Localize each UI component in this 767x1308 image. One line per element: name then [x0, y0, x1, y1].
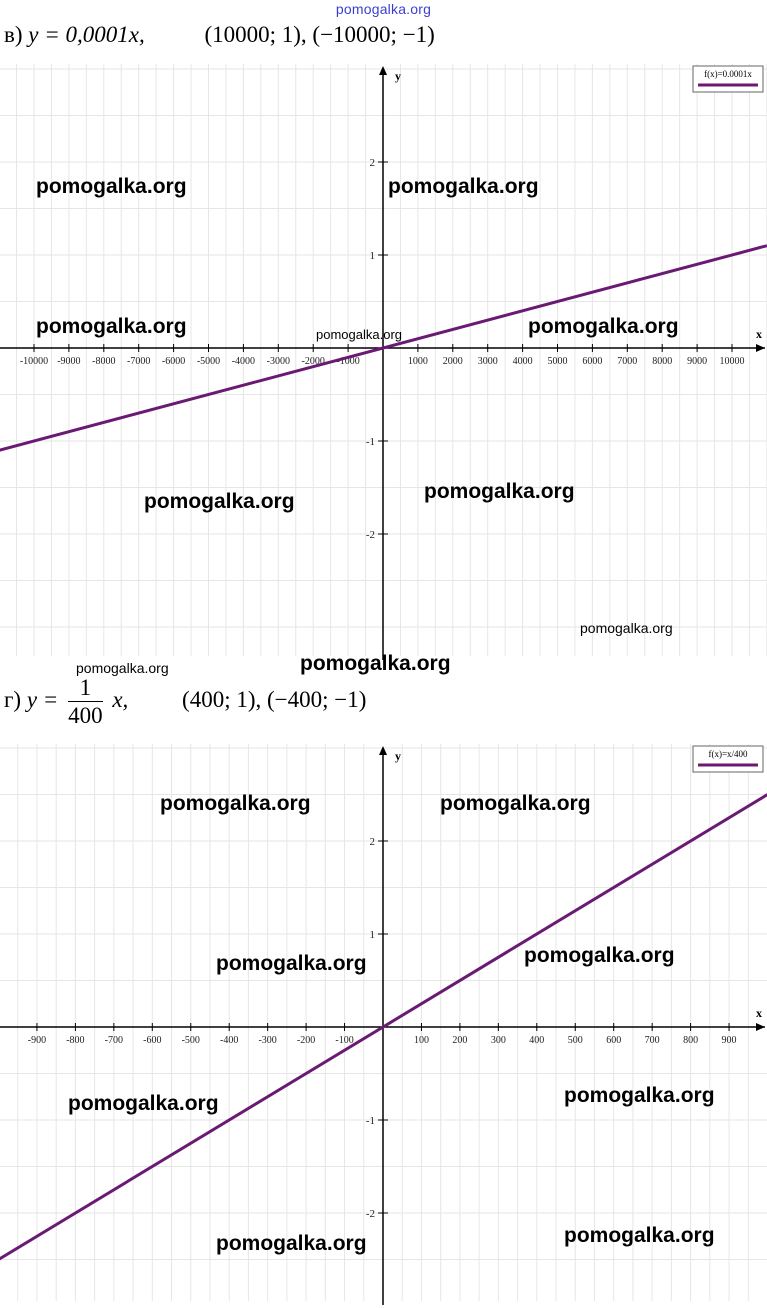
- x-tick-label: -5000: [197, 356, 220, 367]
- watermark: pomogalka.org: [564, 1224, 715, 1247]
- y-tick-label: 2: [370, 157, 376, 169]
- heading-g-eq-prefix: y =: [26, 686, 59, 712]
- y-tick-label: -2: [366, 529, 375, 541]
- site-watermark-top: pomogalka.org: [335, 1, 432, 17]
- x-tick-label: -400: [220, 1035, 238, 1046]
- x-tick-label: -7000: [127, 356, 150, 367]
- legend-label: f(x)=0.0001x: [704, 69, 752, 79]
- x-tick-label: 8000: [652, 356, 672, 367]
- heading-g-fraction: 1 400: [68, 676, 103, 727]
- y-tick-label: 2: [370, 836, 376, 848]
- heading-v-points: (10000; 1), (−10000; −1): [204, 22, 435, 47]
- x-tick-label: 4000: [513, 356, 533, 367]
- watermark: pomogalka.org: [564, 1084, 715, 1107]
- watermark: pomogalka.org: [216, 952, 367, 975]
- watermark: pomogalka.org: [440, 792, 591, 815]
- x-tick-label: 1000: [408, 356, 428, 367]
- heading-g-frac-num: 1: [68, 676, 103, 702]
- x-tick-label: -500: [182, 1035, 200, 1046]
- x-tick-label: 800: [683, 1035, 698, 1046]
- x-tick-label: -4000: [232, 356, 255, 367]
- x-tick-label: 3000: [478, 356, 498, 367]
- watermark: pomogalka.org: [316, 327, 402, 342]
- x-tick-label: -6000: [162, 356, 185, 367]
- watermark: pomogalka.org: [424, 480, 575, 503]
- series-line: [0, 244, 767, 452]
- watermark: pomogalka.org: [300, 652, 451, 675]
- chart-v: x y -10000 -9000 -8000 -7000 -6000 -5000 -4000 -3…: [0, 64, 767, 660]
- y-tick-label: 1: [370, 250, 376, 262]
- watermark: pomogalka.org: [36, 315, 187, 338]
- x-tick-label: 10000: [720, 356, 745, 367]
- watermark: pomogalka.org: [216, 1232, 367, 1255]
- legend-box: [692, 65, 764, 93]
- watermark: pomogalka.org: [36, 175, 187, 198]
- x-tick-label: -800: [66, 1035, 84, 1046]
- legend-box: [692, 745, 764, 773]
- y-tick-label: 1: [370, 929, 376, 941]
- x-tick-label: -600: [143, 1035, 161, 1046]
- heading-g: г) y = 1 400 x, (400; 1), (−400; −1): [4, 676, 366, 727]
- heading-v: в) y = 0,0001x, (10000; 1), (−10000; −1): [4, 22, 435, 48]
- heading-g-eq-suffix: x,: [112, 686, 129, 712]
- y-tick-label: -1: [366, 436, 375, 448]
- heading-g-letter: г): [4, 686, 22, 712]
- chart-g: x y -900 -800 -700 -600 -500 -400 -300 -200 -100 10…: [0, 744, 767, 1305]
- x-tick-label: -8000: [92, 356, 115, 367]
- x-axis-label: x: [756, 327, 762, 341]
- x-tick-label: 2000: [443, 356, 463, 367]
- x-tick-label: 500: [568, 1035, 583, 1046]
- watermark: pomogalka.org: [68, 1092, 219, 1115]
- x-axis-arrow: [756, 344, 765, 352]
- x-tick-label: 6000: [582, 356, 602, 367]
- y-axis-arrow: [379, 66, 387, 75]
- x-tick-label: 300: [491, 1035, 506, 1046]
- x-axis-arrow: [756, 1023, 765, 1031]
- x-tick-label: 9000: [687, 356, 707, 367]
- x-tick-label: -100: [335, 1035, 353, 1046]
- x-tick-label: -9000: [57, 356, 80, 367]
- x-tick-label: 5000: [548, 356, 568, 367]
- watermark: pomogalka.org: [76, 660, 169, 676]
- x-tick-label: 200: [452, 1035, 467, 1046]
- y-tick-label: -1: [366, 1115, 375, 1127]
- x-tick-label: -300: [258, 1035, 276, 1046]
- watermark: pomogalka.org: [388, 175, 539, 198]
- heading-v-letter: в): [4, 22, 23, 47]
- x-tick-label: -200: [297, 1035, 315, 1046]
- watermark: pomogalka.org: [528, 315, 679, 338]
- heading-v-equation: y = 0,0001x,: [28, 22, 145, 47]
- y-axis-arrow: [379, 746, 387, 755]
- y-axis-label: y: [395, 749, 401, 763]
- heading-g-frac-den: 400: [68, 703, 103, 728]
- watermark: pomogalka.org: [580, 620, 673, 636]
- legend-label: f(x)=x/400: [708, 749, 748, 759]
- x-axis-label: x: [756, 1006, 762, 1020]
- watermark: pomogalka.org: [524, 944, 675, 967]
- x-tick-label: 700: [645, 1035, 660, 1046]
- y-tick-label: -2: [366, 1208, 375, 1220]
- heading-g-points: (400; 1), (−400; −1): [182, 686, 367, 712]
- watermark: pomogalka.org: [160, 792, 311, 815]
- x-tick-label: -3000: [267, 356, 290, 367]
- x-tick-label: 900: [722, 1035, 737, 1046]
- x-tick-label: -700: [105, 1035, 123, 1046]
- x-tick-label: -1000: [336, 356, 359, 367]
- x-tick-label: 600: [606, 1035, 621, 1046]
- x-tick-label: -10000: [20, 356, 48, 367]
- x-tick-label: 7000: [617, 356, 637, 367]
- y-axis-label: y: [395, 69, 401, 83]
- x-tick-label: 100: [414, 1035, 429, 1046]
- series-line: [0, 793, 767, 1261]
- x-tick-label: -900: [28, 1035, 46, 1046]
- x-tick-label: -2000: [302, 356, 325, 367]
- watermark: pomogalka.org: [144, 490, 295, 513]
- x-tick-label: 400: [529, 1035, 544, 1046]
